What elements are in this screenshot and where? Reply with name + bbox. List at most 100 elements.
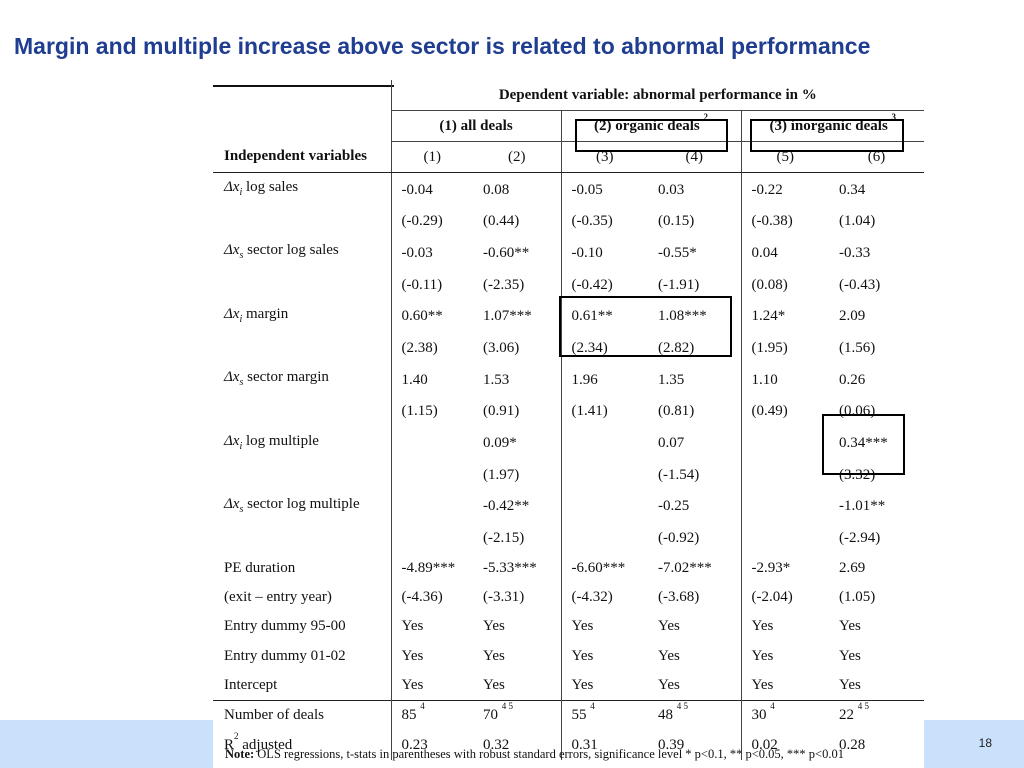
table-note: Note: OLS regressions, t-stats in parent… <box>225 747 844 762</box>
independent-variables-header: Independent variables <box>213 141 391 173</box>
table-cell <box>740 460 829 490</box>
table-cell: 1.24* <box>740 299 829 334</box>
summary-value: 0.02 <box>751 736 778 753</box>
table-cell: (-0.11) <box>390 270 473 300</box>
row-label: (exit – entry year) <box>213 583 391 612</box>
table-cell <box>560 489 648 524</box>
table-cell: Yes <box>390 641 473 671</box>
table-cell: (-1.91) <box>658 276 700 293</box>
header-row-groups: (1) all deals (2) organic deals 2 (3) inor… <box>213 110 925 142</box>
table-row: Δxi log multiple 0.09* 0.07 0.34*** <box>213 426 924 461</box>
row-label <box>213 207 391 236</box>
table-cell: -0.33 <box>839 244 871 261</box>
table-row: Δxi log sales -0.04 0.08 -0.05 0.03 -0.22 0.34 <box>213 172 924 208</box>
table-cell <box>390 489 473 524</box>
header-blank <box>213 111 391 142</box>
table-cell: (1.56) <box>839 339 876 356</box>
table-cell: Yes <box>740 612 829 642</box>
summary-value: 30 <box>751 707 767 724</box>
variable-name: log sales <box>242 179 299 195</box>
variable-name: sector log sales <box>243 242 339 259</box>
table-cell: 1.96 <box>560 363 648 398</box>
table-cell: 0.60** <box>390 299 473 334</box>
summary-label-sup: 2 <box>234 730 239 741</box>
summary-cell: 85 4 <box>390 700 473 731</box>
table-cell <box>390 523 473 554</box>
table-cell: 1.35 <box>658 371 685 388</box>
column-number: (1) <box>390 141 473 173</box>
row-label <box>213 461 391 490</box>
table-cell: Yes <box>483 618 505 635</box>
variable-name: sector log multiple <box>243 495 360 512</box>
summary-cell: 48 4 5 <box>648 700 741 731</box>
row-label: Δxi log sales <box>213 173 391 208</box>
summary-footnote: 4 <box>770 701 775 712</box>
table-cell: 0.08 <box>483 181 510 198</box>
table-cell: -5.33*** <box>483 559 537 576</box>
table-cell: 0.34*** <box>839 435 888 452</box>
row-label: Δxs sector log sales <box>213 236 391 270</box>
summary-footnote: 4 <box>590 701 595 712</box>
table-cell: (0.08) <box>740 270 829 300</box>
table-cell <box>560 523 648 554</box>
summary-label-text: Number of deals <box>224 707 324 724</box>
summary-cell: 0.39 <box>648 731 741 760</box>
table-cell: -0.22 <box>740 172 829 207</box>
table-cell: -0.10 <box>560 236 648 271</box>
table-cell: 0.09* <box>483 435 517 452</box>
table-cell: (-0.38) <box>740 207 829 237</box>
summary-value: 0.28 <box>839 736 866 753</box>
summary-cell: 22 4 5 <box>829 700 925 731</box>
summary-cell: 0.23 <box>390 730 473 761</box>
summary-value: 0.31 <box>571 736 598 753</box>
table-cell: 0.26 <box>839 371 866 388</box>
table-cell: 0.34 <box>839 181 866 198</box>
table-row: PE duration -4.89*** -5.33*** -6.60*** -7.02… <box>213 553 924 583</box>
summary-cell: 0.31 <box>560 730 648 761</box>
table-cell: (-0.29) <box>390 207 473 237</box>
variable-subscript: s <box>239 250 244 262</box>
highlight-box-inorganic-header <box>750 119 904 152</box>
group-footnote: 3 <box>891 111 897 122</box>
row-label: Intercept <box>213 671 391 701</box>
table-cell: (1.95) <box>740 333 829 364</box>
table-cell: -0.42** <box>483 498 530 515</box>
summary-value: 0.23 <box>401 736 428 753</box>
variable-symbol: Δx <box>224 305 240 322</box>
row-label <box>213 524 391 553</box>
variable-symbol: Δx <box>224 179 240 195</box>
group-label: (3) inorganic deals <box>769 117 888 134</box>
group-header: (2) organic deals 2 <box>560 110 741 142</box>
table-cell: Yes <box>560 641 648 671</box>
table-cell: (0.91) <box>483 403 520 420</box>
summary-cell: 0.32 <box>473 731 561 760</box>
table-cell: (2.34) <box>560 333 648 364</box>
table-cell: (1.97) <box>483 466 520 483</box>
row-label: Entry dummy 01-02 <box>213 642 391 671</box>
table-row: (-2.15) (-0.92) (-2.94) <box>213 523 924 554</box>
variable-name: log multiple <box>242 432 319 449</box>
summary-value: 55 <box>571 707 587 724</box>
row-label <box>213 397 391 426</box>
table-cell: -0.04 <box>390 172 473 207</box>
table-cell: (0.81) <box>658 403 695 420</box>
summary-value: 22 <box>839 707 854 724</box>
summary-footnote: 4 5 <box>857 701 869 712</box>
variable-subscript: i <box>239 440 243 452</box>
table-row: (1.15) (0.91) (1.41) (0.81) (0.49) (0.06) <box>213 397 924 427</box>
summary-value: 48 <box>658 707 673 724</box>
summary-footnote: 4 5 <box>676 701 688 712</box>
table-cell: Yes <box>560 612 648 642</box>
table-cell: Yes <box>560 670 648 701</box>
header-blank <box>213 80 391 111</box>
table-cell: 2.69 <box>839 559 866 576</box>
table-row: (exit – entry year) (-4.36) (-3.31) (-4.32)… <box>213 582 924 613</box>
table-cell: Yes <box>658 677 680 694</box>
table-row: Δxs sector log sales -0.03 -0.60** -0.10 -0.… <box>213 236 924 271</box>
table-cell: 0.61** <box>560 299 648 334</box>
variable-name: sector margin <box>243 369 329 386</box>
table-cell <box>740 489 829 524</box>
table-cell: (-0.43) <box>839 276 881 293</box>
dependent-variable-header: Dependent variable: abnormal performance… <box>390 80 925 111</box>
table-cell: -0.05 <box>560 172 648 207</box>
